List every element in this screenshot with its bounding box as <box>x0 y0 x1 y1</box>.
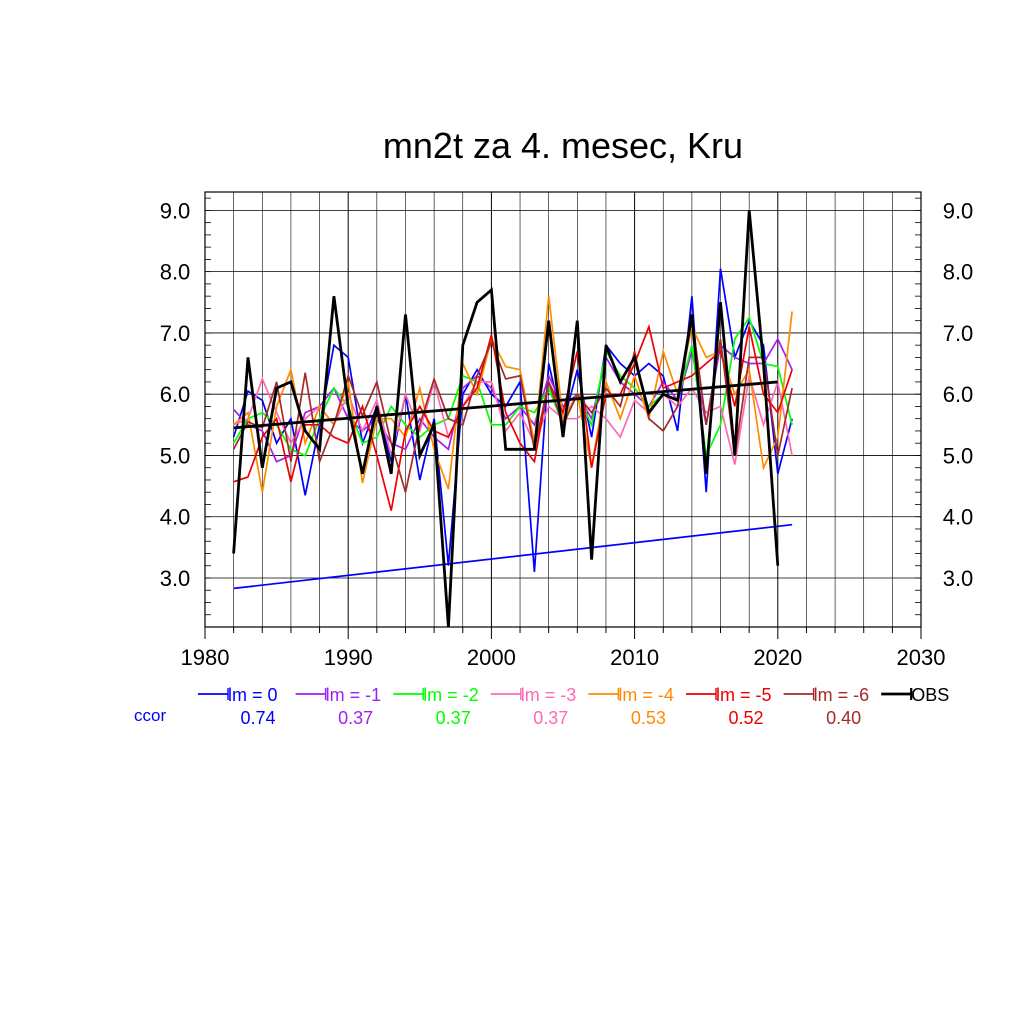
y-tick-label: 4.0 <box>943 505 974 530</box>
x-tick-label: 2030 <box>897 645 946 670</box>
legend-label: lm = -1 <box>326 685 382 705</box>
ccor-value: 0.40 <box>826 708 861 728</box>
series-line <box>233 323 793 511</box>
y-tick-label: 7.0 <box>943 321 974 346</box>
y-tick-label: 8.0 <box>943 260 974 285</box>
y-tick-label: 6.0 <box>160 382 191 407</box>
x-tick-label: 2020 <box>753 645 802 670</box>
x-tick-label: 2010 <box>610 645 659 670</box>
ccor-value: 0.53 <box>631 708 666 728</box>
legend-entry-1: lm = -1 0.37 <box>295 685 382 728</box>
legend-entry-3: lm = -3 0.37 <box>490 685 577 728</box>
legend-entry-4: lm = -4 0.53 <box>588 685 674 728</box>
legend-label: lm = -5 <box>716 685 772 705</box>
series-5 <box>233 323 793 511</box>
series-6 <box>232 317 793 493</box>
y-tick-label: 5.0 <box>160 443 191 468</box>
series-line <box>233 296 793 493</box>
y-tick-label: 5.0 <box>943 443 974 468</box>
legend-label: lm = -2 <box>423 685 479 705</box>
y-tick-label: 9.0 <box>943 198 974 223</box>
x-tick-label: 2000 <box>467 645 516 670</box>
y-tick-label: 7.0 <box>160 321 191 346</box>
legend-label: lm = -4 <box>618 685 674 705</box>
y-tick-label: 8.0 <box>160 260 191 285</box>
legend-entry-5: lm = -5 0.52 <box>686 685 772 728</box>
series-7 <box>232 210 780 628</box>
series-line <box>232 317 793 493</box>
legend-entry-7: OBS <box>881 685 949 705</box>
ccor-value: 0.37 <box>533 708 568 728</box>
y-tick-label: 3.0 <box>943 566 974 591</box>
legend-label: lm = 0 <box>228 685 278 705</box>
legend-entry-2: lm = -2 0.37 <box>393 685 479 728</box>
y-tick-label: 6.0 <box>943 382 974 407</box>
ccor-value: 0.52 <box>728 708 763 728</box>
legend-label: lm = -3 <box>521 685 577 705</box>
x-tick-label: 1990 <box>324 645 373 670</box>
ccor-label: ccor <box>134 706 166 725</box>
legend-label: OBS <box>911 685 949 705</box>
plot-frame <box>204 191 922 628</box>
plot-area: 3.0 3.0 4.0 4.0 5.0 5.0 6.0 6.0 7.0 7.0 8.0 8.0 9.0 9… <box>160 191 974 670</box>
y-tick-label: 3.0 <box>160 566 191 591</box>
y-tick-label: 9.0 <box>160 198 191 223</box>
ccor-value: 0.37 <box>436 708 471 728</box>
legend-entry-6: lm = -6 0.40 <box>783 685 870 728</box>
legend: lm = 0 0.74 lm = -1 0.37 lm = -2 0.37 lm = -3 0… <box>198 685 949 728</box>
series-4 <box>233 296 793 493</box>
chart-title: mn2t za 4. mesec, Kru <box>383 125 743 166</box>
ccor-value: 0.37 <box>338 708 373 728</box>
legend-label: lm = -6 <box>814 685 870 705</box>
y-tick-label: 4.0 <box>160 505 191 530</box>
x-tick-label: 1980 <box>181 645 230 670</box>
ccor-value: 0.74 <box>240 708 275 728</box>
series-line <box>232 210 780 628</box>
legend-entry-0: lm = 0 0.74 <box>198 685 278 728</box>
trend-line <box>233 523 793 590</box>
trend-line <box>233 380 778 430</box>
